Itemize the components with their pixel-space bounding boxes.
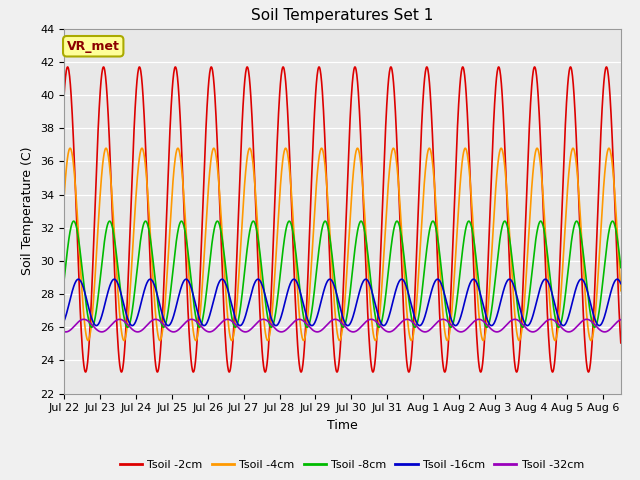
Text: VR_met: VR_met — [67, 40, 120, 53]
X-axis label: Time: Time — [327, 419, 358, 432]
Title: Soil Temperatures Set 1: Soil Temperatures Set 1 — [252, 9, 433, 24]
Y-axis label: Soil Temperature (C): Soil Temperature (C) — [22, 147, 35, 276]
Legend: Tsoil -2cm, Tsoil -4cm, Tsoil -8cm, Tsoil -16cm, Tsoil -32cm: Tsoil -2cm, Tsoil -4cm, Tsoil -8cm, Tsoi… — [115, 456, 589, 474]
